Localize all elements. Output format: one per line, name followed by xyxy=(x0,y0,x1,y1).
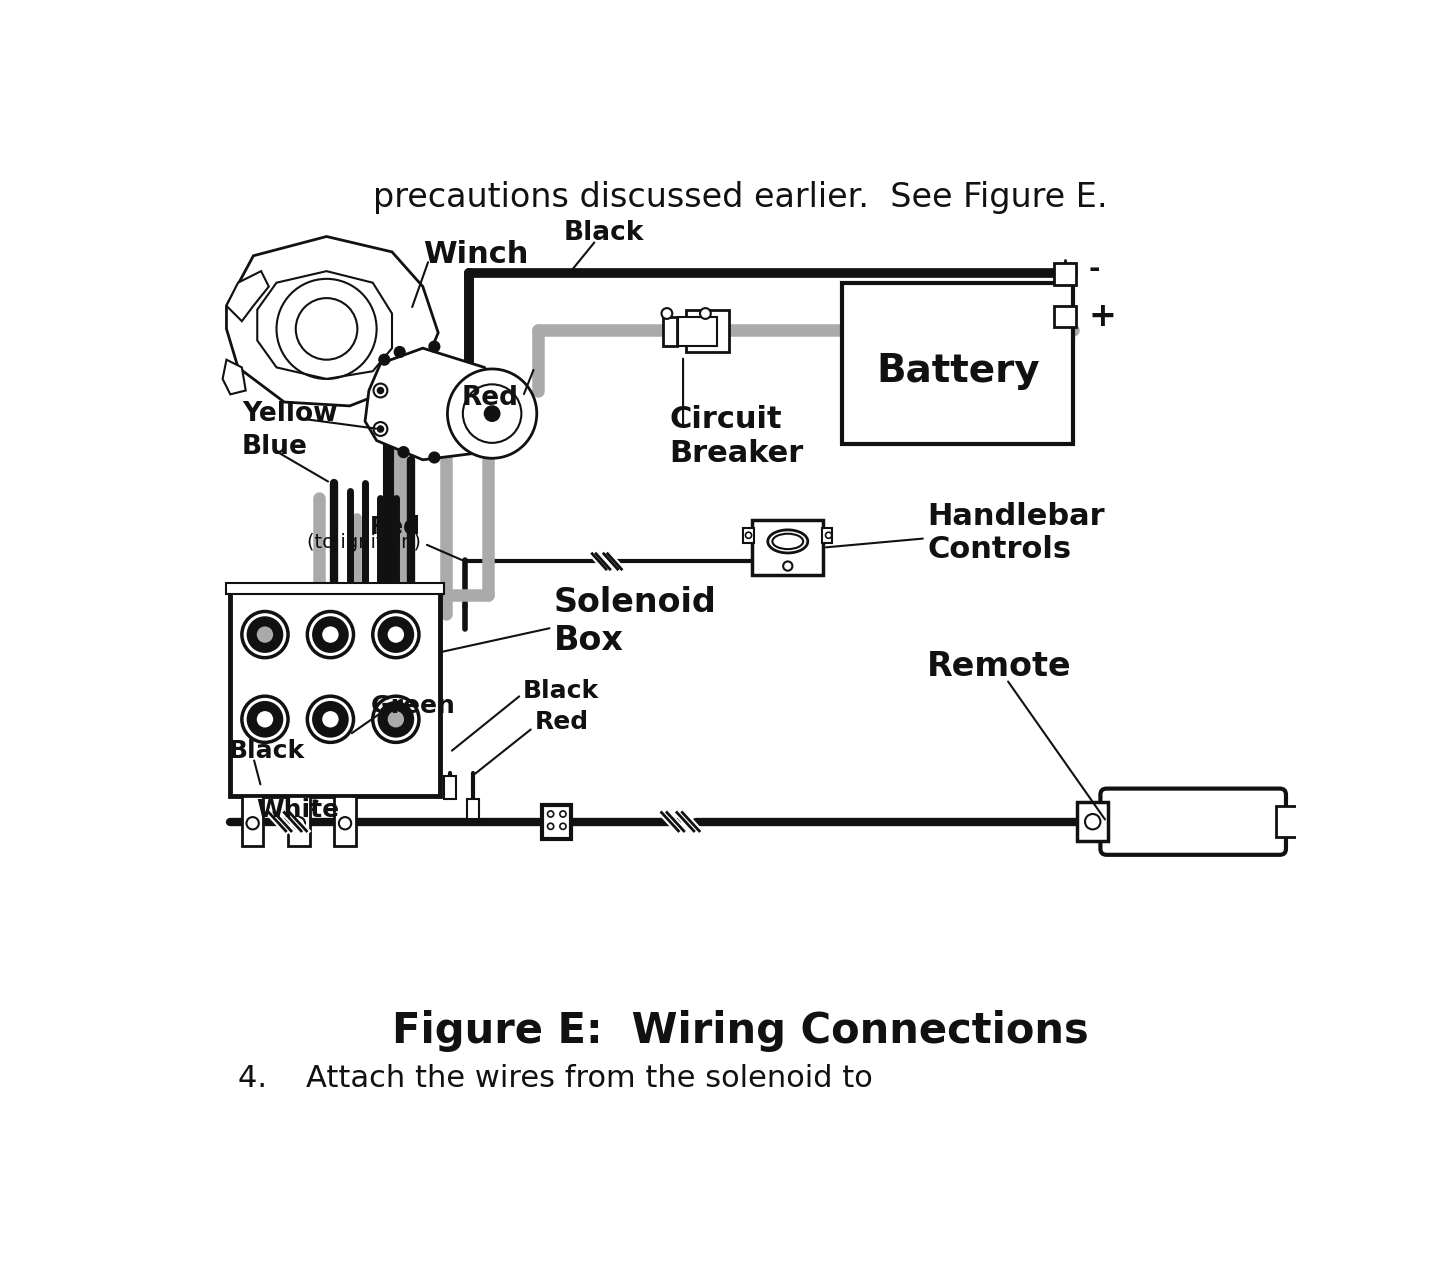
Text: 4.    Attach the wires from the solenoid to: 4. Attach the wires from the solenoid to xyxy=(238,1064,872,1093)
Text: Handlebar
Controls: Handlebar Controls xyxy=(927,502,1105,564)
Bar xyxy=(822,528,832,543)
Bar xyxy=(542,805,572,839)
Bar xyxy=(1054,306,1076,328)
Bar xyxy=(227,583,443,593)
Circle shape xyxy=(378,617,413,651)
Text: -: - xyxy=(1089,254,1100,283)
Circle shape xyxy=(248,702,282,736)
Circle shape xyxy=(661,309,673,319)
Bar xyxy=(1077,802,1108,841)
Polygon shape xyxy=(257,271,391,380)
Circle shape xyxy=(745,533,751,539)
Circle shape xyxy=(394,347,406,358)
Text: Black: Black xyxy=(523,679,599,703)
Circle shape xyxy=(308,611,354,658)
Circle shape xyxy=(429,452,440,463)
Circle shape xyxy=(321,710,339,729)
Polygon shape xyxy=(222,359,245,395)
Bar xyxy=(752,520,823,576)
Bar xyxy=(230,592,440,796)
Circle shape xyxy=(256,710,274,729)
Circle shape xyxy=(464,385,521,443)
Text: Black: Black xyxy=(228,739,305,763)
Polygon shape xyxy=(227,271,269,321)
Bar xyxy=(287,796,309,846)
Circle shape xyxy=(308,696,354,743)
Text: Figure E:  Wiring Connections: Figure E: Wiring Connections xyxy=(391,1011,1089,1052)
FancyBboxPatch shape xyxy=(1100,788,1287,855)
Bar xyxy=(443,775,456,798)
Text: Red: Red xyxy=(534,710,589,734)
Text: Solenoid
Box: Solenoid Box xyxy=(553,586,716,657)
Circle shape xyxy=(256,625,274,644)
Circle shape xyxy=(448,369,537,458)
Circle shape xyxy=(373,611,419,658)
Circle shape xyxy=(373,696,419,743)
Circle shape xyxy=(484,406,500,421)
Circle shape xyxy=(547,824,553,830)
Circle shape xyxy=(560,811,566,817)
Bar xyxy=(686,310,729,352)
Circle shape xyxy=(377,426,384,433)
Text: (to ignition): (to ignition) xyxy=(308,534,422,553)
Text: Red: Red xyxy=(462,386,518,411)
Circle shape xyxy=(826,533,832,539)
Circle shape xyxy=(399,447,409,458)
Circle shape xyxy=(700,309,710,319)
Text: precautions discussed earlier.  See Figure E.: precautions discussed earlier. See Figur… xyxy=(373,181,1108,214)
Bar xyxy=(842,282,1073,444)
Text: Winch: Winch xyxy=(423,239,529,268)
Bar xyxy=(466,798,479,818)
Bar xyxy=(663,316,677,345)
Text: Green: Green xyxy=(371,694,455,719)
Ellipse shape xyxy=(773,534,803,549)
Circle shape xyxy=(313,702,348,736)
Text: White: White xyxy=(257,798,339,822)
Circle shape xyxy=(783,562,793,571)
Circle shape xyxy=(247,817,258,830)
Circle shape xyxy=(378,702,413,736)
Text: Yellow: Yellow xyxy=(241,401,338,426)
Circle shape xyxy=(378,354,390,366)
Text: Blue: Blue xyxy=(241,434,308,459)
Circle shape xyxy=(374,383,387,397)
Text: Black: Black xyxy=(563,220,644,245)
Circle shape xyxy=(241,611,287,658)
Ellipse shape xyxy=(768,530,807,553)
Circle shape xyxy=(248,617,282,651)
Circle shape xyxy=(560,824,566,830)
Text: Circuit
Breaker: Circuit Breaker xyxy=(669,405,803,468)
Bar xyxy=(1276,806,1307,837)
Circle shape xyxy=(1084,813,1100,830)
Bar xyxy=(679,316,718,345)
Polygon shape xyxy=(365,348,500,459)
Circle shape xyxy=(339,817,351,830)
Circle shape xyxy=(387,625,406,644)
Text: Remote: Remote xyxy=(927,650,1071,683)
Bar xyxy=(241,796,263,846)
Circle shape xyxy=(429,342,440,352)
Text: Red: Red xyxy=(370,515,422,539)
Text: +: + xyxy=(1089,300,1116,333)
Circle shape xyxy=(387,710,406,729)
Circle shape xyxy=(374,423,387,436)
Bar xyxy=(1054,263,1076,285)
Polygon shape xyxy=(227,237,438,406)
Bar xyxy=(334,796,355,846)
Circle shape xyxy=(241,696,287,743)
Text: Battery: Battery xyxy=(877,352,1040,390)
Circle shape xyxy=(377,387,384,393)
Circle shape xyxy=(313,617,348,651)
Circle shape xyxy=(547,811,553,817)
Circle shape xyxy=(293,817,305,830)
Bar xyxy=(744,528,754,543)
Circle shape xyxy=(321,625,339,644)
